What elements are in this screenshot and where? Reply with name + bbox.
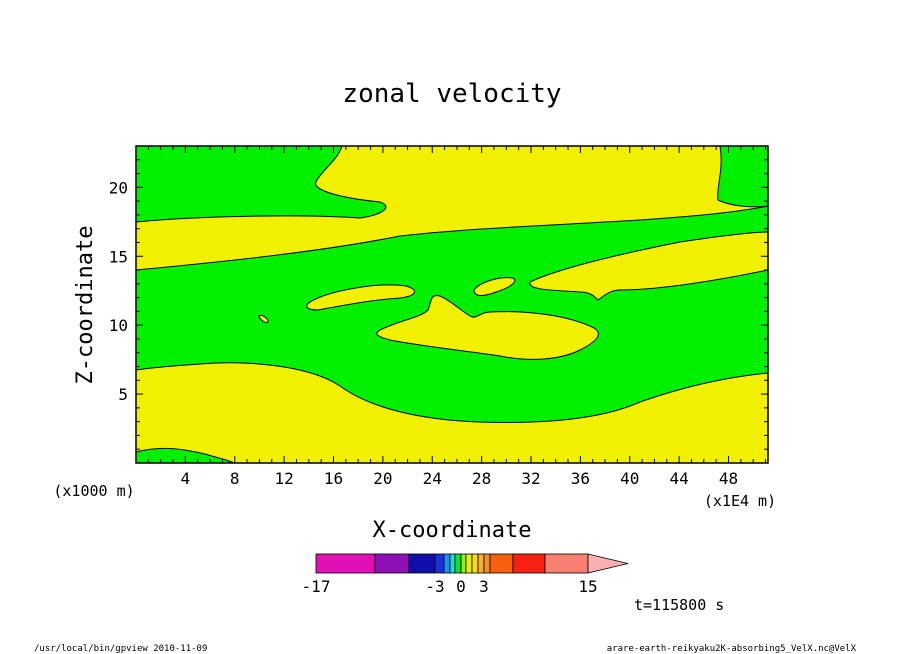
- positive-island-3: [473, 277, 516, 296]
- x-tick-label: 28: [472, 469, 491, 488]
- chart-title: zonal velocity: [342, 79, 561, 109]
- x-tick-label: 24: [423, 469, 442, 488]
- plot-area: [135, 145, 769, 464]
- positive-island-4: [529, 231, 768, 301]
- x-tick-label: 4: [181, 469, 191, 488]
- time-annotation: t=115800 s: [634, 596, 724, 614]
- negative-region-top: [136, 146, 387, 223]
- colorbar-segment: [489, 553, 514, 574]
- colorbar-segment: [512, 553, 546, 574]
- colorbar-segment: [434, 553, 445, 574]
- x-tick-label: 20: [373, 469, 392, 488]
- x-tick-label: 8: [230, 469, 240, 488]
- x-tick-label: 36: [571, 469, 590, 488]
- y-tick-label: 10: [109, 316, 128, 335]
- colorbar-segment: [315, 553, 376, 574]
- colorbar-segment: [443, 553, 451, 574]
- y-units-label: (x1000 m): [53, 482, 134, 500]
- colorbar-tick-label: -17: [302, 577, 331, 596]
- y-tick-label: 15: [109, 247, 128, 266]
- colorbar-segment: [460, 553, 467, 574]
- x-tick-label: 12: [274, 469, 293, 488]
- colorbar-tick-label: 15: [578, 577, 597, 596]
- colorbar-segment: [454, 553, 462, 574]
- x-tick-label: 32: [521, 469, 540, 488]
- x-tick-label: 40: [620, 469, 639, 488]
- positive-island-1: [306, 284, 415, 311]
- x-tick-label: 44: [669, 469, 688, 488]
- positive-island-2: [376, 295, 599, 360]
- y-tick-label: 5: [118, 385, 128, 404]
- footer-right: arare-earth-reikyaku2K-absorbing5_VelX.n…: [607, 644, 857, 654]
- colorbar: -17 -3 0 3 15: [302, 553, 629, 596]
- colorbar-segment: [408, 553, 436, 574]
- colorbar-segment: [477, 553, 485, 574]
- colorbar-segment: [449, 553, 456, 574]
- x-units-label: (x1E4 m): [704, 492, 776, 510]
- colorbar-tick-label: 0: [456, 577, 466, 596]
- colorbar-tick-label: -3: [425, 577, 444, 596]
- colorbar-segment: [483, 553, 491, 574]
- x-tick-label: 16: [324, 469, 343, 488]
- y-axis-label: Z-coordinate: [73, 226, 98, 385]
- y-axis: 5 10 15 20: [109, 159, 768, 450]
- colorbar-extension: [587, 553, 629, 574]
- x-axis-label: X-coordinate: [373, 518, 532, 543]
- x-axis: 4 8 12 16 20 24 28 32 36 40 44 48: [147, 146, 767, 488]
- colorbar-tick-label: 3: [479, 577, 489, 596]
- colorbar-segment: [544, 553, 589, 574]
- colorbar-segment: [471, 553, 479, 574]
- x-tick-label: 48: [719, 469, 738, 488]
- footer-left: /usr/local/bin/gpview 2010-11-09: [34, 644, 207, 654]
- plot-frame: [135, 145, 769, 464]
- negative-region-top-right: [717, 146, 768, 208]
- positive-island-5: [258, 315, 269, 323]
- colorbar-segment: [374, 553, 410, 574]
- colorbar-segment: [465, 553, 473, 574]
- y-tick-label: 20: [109, 178, 128, 197]
